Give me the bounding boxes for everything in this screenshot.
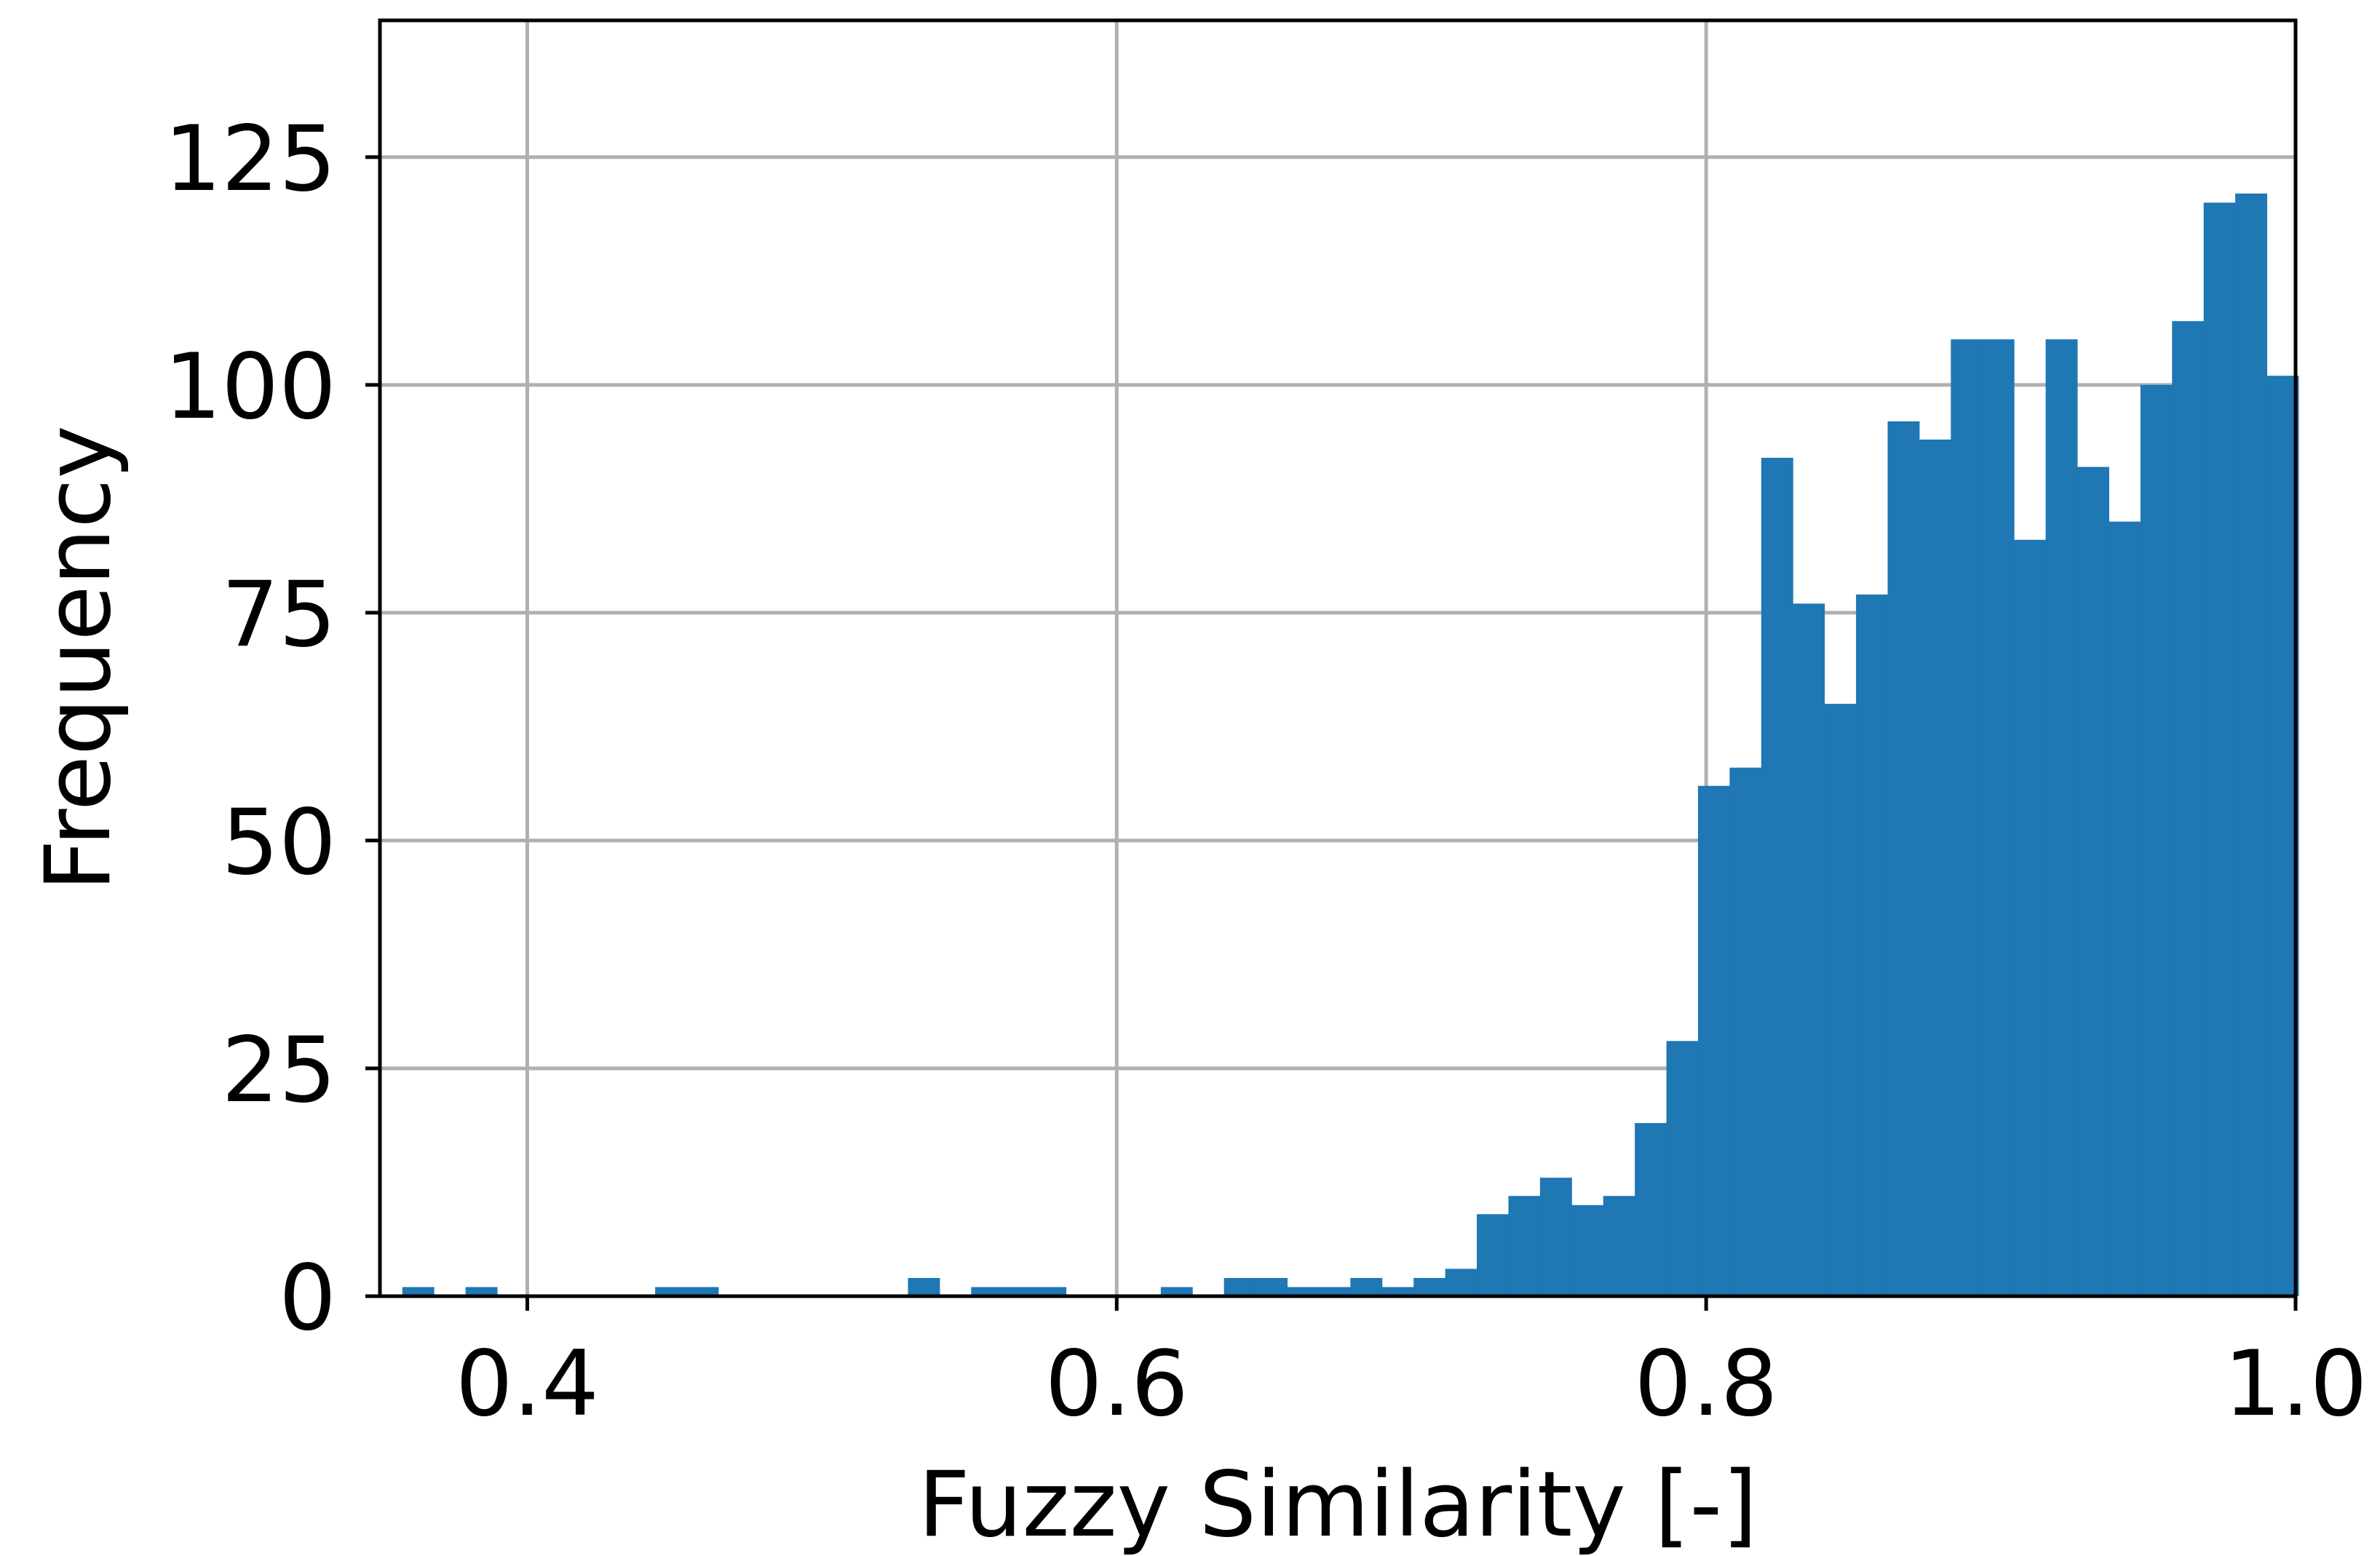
histogram-bar-36	[1539, 1178, 1572, 1296]
histogram-bar-40	[1666, 1041, 1699, 1296]
x-tick-label-1: 0.6	[1045, 1332, 1189, 1437]
histogram-bar-27	[1256, 1277, 1288, 1296]
histogram-bar-18	[971, 1287, 1004, 1296]
plot-frame	[378, 18, 2298, 1298]
histogram-bar-44	[1793, 603, 1825, 1296]
histogram-bar-29	[1318, 1287, 1351, 1296]
histogram-bar-56	[2172, 321, 2205, 1296]
y-tick-label-2: 50	[221, 790, 336, 895]
histogram-bar-34	[1477, 1214, 1509, 1296]
histogram-bar-38	[1603, 1196, 1635, 1296]
histogram-bar-47	[1887, 421, 1920, 1296]
x-tick-label-2: 0.8	[1635, 1332, 1778, 1437]
histogram-bar-9	[686, 1287, 719, 1296]
histogram-bar-24	[1160, 1287, 1193, 1296]
histogram-bar-53	[2077, 467, 2109, 1296]
histogram-bar-20	[1034, 1287, 1067, 1296]
histogram-bar-19	[1002, 1287, 1035, 1296]
histogram-bar-59	[2266, 376, 2299, 1296]
y-tick-label-1: 25	[221, 1018, 336, 1123]
histogram-bar-33	[1445, 1269, 1477, 1296]
histogram-bar-57	[2203, 202, 2236, 1296]
y-tick-label-3: 75	[221, 563, 336, 667]
histogram-bar-54	[2109, 521, 2141, 1296]
x-tick-label-0: 0.4	[456, 1332, 599, 1437]
histogram-bar-41	[1697, 785, 1730, 1296]
y-tick-label-0: 0	[279, 1246, 336, 1351]
histogram-bar-30	[1350, 1277, 1383, 1296]
histogram-bar-31	[1381, 1287, 1414, 1296]
histogram-bar-48	[1919, 439, 1951, 1296]
histogram-bar-51	[2014, 539, 2047, 1296]
histogram-bar-35	[1508, 1196, 1541, 1296]
histogram-bar-26	[1223, 1277, 1256, 1296]
y-tick-label-5: 125	[164, 107, 336, 212]
histogram-bar-2	[465, 1287, 498, 1296]
y-tick-label-4: 100	[164, 335, 336, 440]
histogram-bar-37	[1571, 1204, 1604, 1296]
y-axis-label: Frequency	[26, 425, 131, 892]
histogram-bar-52	[2045, 339, 2078, 1296]
histogram-bar-8	[655, 1287, 688, 1296]
histogram-bar-39	[1635, 1123, 1667, 1296]
x-axis-ticks: 0.4 0.6 0.8 1.0	[456, 1296, 2368, 1437]
histogram-bar-42	[1729, 767, 1762, 1296]
histogram-bar-46	[1856, 594, 1889, 1296]
histogram-bar-49	[1951, 339, 1983, 1296]
histogram-bar-16	[908, 1277, 940, 1296]
histogram-bars	[402, 193, 2299, 1297]
histogram-bar-0	[402, 1287, 435, 1296]
histogram-bar-32	[1413, 1277, 1446, 1296]
histogram-bar-50	[1982, 339, 2015, 1296]
histogram-bar-58	[2235, 193, 2268, 1297]
histogram-bar-43	[1761, 458, 1793, 1296]
x-axis-label: Fuzzy Similarity [-]	[918, 1453, 1757, 1556]
x-tick-label-3: 1.0	[2224, 1332, 2367, 1437]
y-axis-ticks: 0 25 50 75 100 125	[164, 107, 380, 1351]
histogram-bar-55	[2140, 384, 2173, 1296]
histogram-bar-28	[1287, 1287, 1320, 1296]
histogram-bar-45	[1824, 704, 1857, 1296]
